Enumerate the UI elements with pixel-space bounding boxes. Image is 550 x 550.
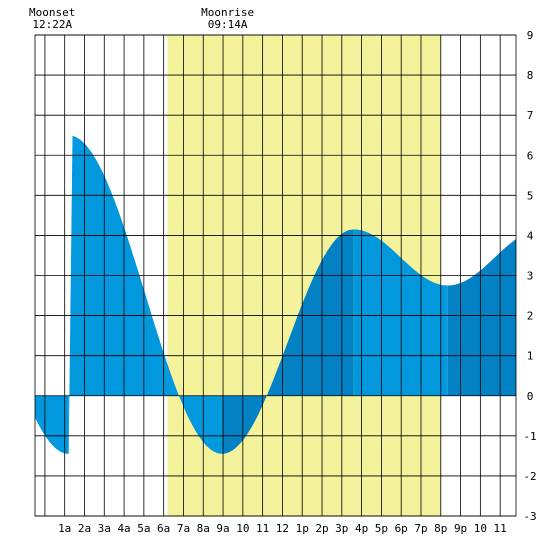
x-tick-label: 2p bbox=[315, 522, 328, 535]
tide-area-falling bbox=[68, 135, 223, 454]
x-tick-label: 7p bbox=[414, 522, 427, 535]
x-tick-label: 7a bbox=[177, 522, 190, 535]
x-tick-label: 9a bbox=[216, 522, 229, 535]
y-tick-label: 7 bbox=[527, 109, 534, 122]
y-tick-label: 4 bbox=[527, 229, 534, 242]
y-tick-label: 9 bbox=[527, 29, 534, 42]
x-tick-label: 6a bbox=[157, 522, 170, 535]
y-tick-label: 8 bbox=[527, 69, 534, 82]
y-tick-label: 0 bbox=[527, 390, 534, 403]
y-tick-label: -1 bbox=[523, 430, 536, 443]
grid-layer bbox=[34, 34, 517, 517]
x-tick-label: 10 bbox=[474, 522, 487, 535]
tide-area-layer bbox=[35, 135, 516, 454]
x-tick-label: 11 bbox=[256, 522, 269, 535]
x-tick-label: 10 bbox=[236, 522, 249, 535]
y-tick-label: 2 bbox=[527, 310, 534, 323]
y-tick-label: 3 bbox=[527, 270, 534, 283]
x-tick-label: 4p bbox=[355, 522, 368, 535]
y-tick-label: -3 bbox=[523, 510, 536, 523]
plot-frame bbox=[34, 34, 517, 517]
x-tick-label: 6p bbox=[395, 522, 408, 535]
x-tick-label: 4a bbox=[117, 522, 130, 535]
x-tick-label: 2a bbox=[78, 522, 91, 535]
moon-event-label: Moonset bbox=[29, 6, 75, 19]
y-tick-label: 6 bbox=[527, 149, 534, 162]
moon-event-label: Moonrise bbox=[201, 6, 254, 19]
x-tick-label: 8a bbox=[197, 522, 210, 535]
x-tick-label: 5a bbox=[137, 522, 150, 535]
moon-event-time: 09:14A bbox=[208, 18, 248, 31]
y-tick-label: 5 bbox=[527, 189, 534, 202]
x-tick-label: 1p bbox=[296, 522, 309, 535]
x-tick-label: 8p bbox=[434, 522, 447, 535]
tide-area-rising bbox=[447, 239, 516, 396]
moon-event-time: 12:22A bbox=[32, 18, 72, 31]
x-tick-labels: 1a 2a 3a 4a 5a 6a 7a 8a 9a 10 11 12 1p 2p 3p 4p 5p 6p 7p 8p… bbox=[58, 522, 507, 535]
x-tick-label: 9p bbox=[454, 522, 467, 535]
x-tick-label: 3p bbox=[335, 522, 348, 535]
y-tick-label: 1 bbox=[527, 350, 534, 363]
y-tick-labels: -3 -2 -1 0 1 2 3 4 5 6 7 8 9 bbox=[523, 29, 536, 523]
x-tick-label: 12 bbox=[276, 522, 289, 535]
y-tick-label: -2 bbox=[523, 470, 536, 483]
tide-area-rising bbox=[222, 229, 354, 454]
x-tick-label: 5p bbox=[375, 522, 388, 535]
x-tick-label: 11 bbox=[494, 522, 507, 535]
x-tick-label: 1a bbox=[58, 522, 71, 535]
x-tick-label: 3a bbox=[98, 522, 111, 535]
tide-area-falling bbox=[353, 229, 448, 396]
tide-area-falling bbox=[35, 395, 69, 454]
